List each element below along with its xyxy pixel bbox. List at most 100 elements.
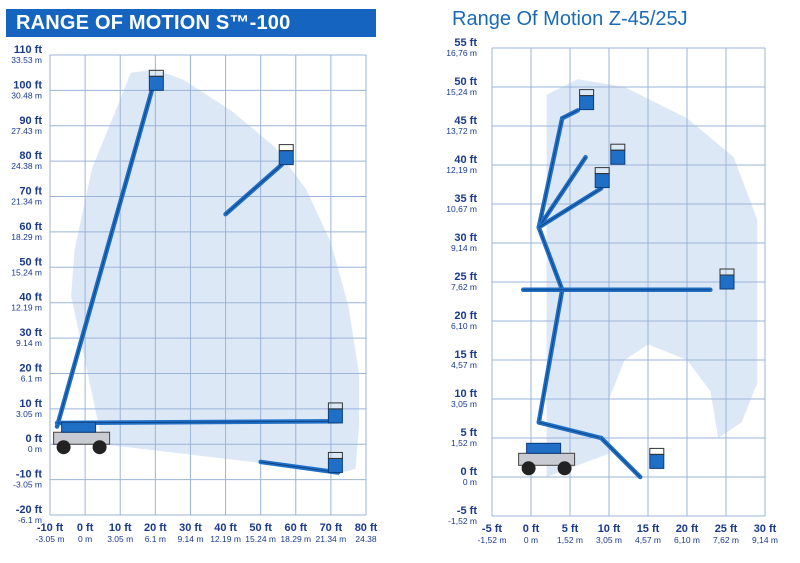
boom-arm-edge xyxy=(538,227,563,290)
platform-basket xyxy=(278,144,294,166)
lift-chassis xyxy=(518,442,576,476)
x-tick-label-m: 21.34 m xyxy=(316,534,347,544)
y-tick-label-m: 9,14 m xyxy=(451,243,477,253)
y-tick-label-m: 15.24 m xyxy=(11,267,42,277)
wheel-icon xyxy=(92,440,107,455)
y-tick-label-m: 21.34 m xyxy=(11,197,42,207)
y-tick-label-m: 13,72 m xyxy=(446,126,477,136)
boom-arm-edge xyxy=(260,461,338,473)
x-tick-label-m: 12.19 m xyxy=(210,534,241,544)
x-tick-label-m: 24.38 xyxy=(355,534,377,544)
y-tick-label-m: -6.1 m xyxy=(18,515,42,525)
x-tick-label-m: 0 m xyxy=(78,534,92,544)
x-tick-label-m: -3.05 m xyxy=(36,534,65,544)
x-tick-label-ft: 25 ft xyxy=(715,523,738,535)
y-tick-label-m: -3.05 m xyxy=(13,480,42,490)
left-title-bar: RANGE OF MOTION S™-100 xyxy=(6,9,376,37)
y-tick-label-ft: 100 ft xyxy=(13,79,42,91)
y-tick-label-ft: 15 ft xyxy=(454,349,477,361)
boom-arm-edge xyxy=(56,90,153,427)
boom-arm-edge xyxy=(538,118,563,228)
boom-arm-edge xyxy=(562,110,578,119)
y-tick-label-m: 3.05 m xyxy=(16,409,42,419)
left-chart-title: RANGE OF MOTION S™-100 xyxy=(16,12,291,34)
y-tick-label-ft: -20 ft xyxy=(16,504,43,516)
y-tick-label-m: 33.53 m xyxy=(11,55,42,65)
reach-envelope xyxy=(71,69,359,473)
y-tick-label-m: 27.43 m xyxy=(11,126,42,136)
y-tick-label-ft: 90 ft xyxy=(19,115,42,127)
y-tick-label-ft: 40 ft xyxy=(454,154,477,166)
y-tick-label-ft: 55 ft xyxy=(454,37,477,49)
y-tick-label-m: 3,05 m xyxy=(451,399,477,409)
x-tick-label-ft: 10 ft xyxy=(598,523,621,535)
x-tick-label-ft: 40 ft xyxy=(214,522,237,534)
y-tick-label-ft: -10 ft xyxy=(16,469,43,481)
x-tick-label-m: 9,14 m xyxy=(752,535,778,545)
y-tick-label-m: 7,62 m xyxy=(451,282,477,292)
x-tick-label-ft: 0 ft xyxy=(77,522,94,534)
x-tick-label-m: 6,10 m xyxy=(674,535,700,545)
platform-basket xyxy=(327,402,343,424)
y-tick-label-m: 6.1 m xyxy=(21,373,42,383)
platform-basket xyxy=(719,268,735,290)
y-tick-label-ft: 45 ft xyxy=(454,115,477,127)
boom-arm-edge xyxy=(57,420,338,424)
x-tick-label-ft: 15 ft xyxy=(637,523,660,535)
y-tick-label-ft: 25 ft xyxy=(454,271,477,283)
x-tick-label-ft: -10 ft xyxy=(37,522,64,534)
y-tick-label-m: 10,67 m xyxy=(446,204,477,214)
y-tick-label-ft: 20 ft xyxy=(454,310,477,322)
x-tick-label-m: 0 m xyxy=(524,535,538,545)
x-tick-label-ft: 30 ft xyxy=(754,523,777,535)
y-tick-label-m: 12,19 m xyxy=(446,165,477,175)
wheel-icon xyxy=(56,440,71,455)
lift-chassis xyxy=(53,421,111,455)
y-tick-label-m: 0 m xyxy=(463,477,477,487)
wheel-icon xyxy=(557,461,572,476)
platform-basket xyxy=(579,89,595,111)
y-tick-label-ft: 50 ft xyxy=(454,76,477,88)
y-tick-label-ft: 10 ft xyxy=(19,398,42,410)
x-tick-label-m: 6.1 m xyxy=(145,534,166,544)
x-tick-label-m: 18.29 m xyxy=(280,534,311,544)
y-tick-label-ft: 40 ft xyxy=(19,292,42,304)
boom-arm-edge xyxy=(600,437,641,478)
x-tick-label-ft: 10 ft xyxy=(109,522,132,534)
x-tick-label-ft: 80 ft xyxy=(355,522,378,534)
y-tick-label-m: 9.14 m xyxy=(16,338,42,348)
y-tick-label-ft: 50 ft xyxy=(19,256,42,268)
x-tick-label-m: 1,52 m xyxy=(557,535,583,545)
boom-arm-edge xyxy=(538,156,586,228)
boom-arm-edge xyxy=(538,422,602,439)
x-tick-label-ft: 0 ft xyxy=(523,523,540,535)
right-chart-title: Range Of Motion Z-45/25J xyxy=(452,8,688,30)
x-tick-label-ft: 20 ft xyxy=(144,522,167,534)
boom-arm-edge xyxy=(225,164,282,215)
x-tick-label-ft: 5 ft xyxy=(562,523,579,535)
y-tick-label-ft: 70 ft xyxy=(19,186,42,198)
y-tick-label-ft: 80 ft xyxy=(19,150,42,162)
y-tick-label-m: 1,52 m xyxy=(451,438,477,448)
x-tick-label-ft: 50 ft xyxy=(249,522,272,534)
boom-arm-edge xyxy=(538,289,563,423)
y-tick-label-m: 12.19 m xyxy=(11,303,42,313)
platform-basket xyxy=(649,447,665,469)
x-tick-label-m: 3,05 m xyxy=(596,535,622,545)
y-tick-label-ft: 0 ft xyxy=(461,466,478,478)
y-tick-label-ft: 110 ft xyxy=(14,44,42,56)
x-tick-label-m: 7,62 m xyxy=(713,535,739,545)
platform-basket xyxy=(327,451,343,473)
y-tick-label-m: 16,76 m xyxy=(446,48,477,58)
platform-basket xyxy=(148,69,164,91)
x-tick-label-ft: 60 ft xyxy=(284,522,307,534)
x-tick-label-ft: 30 ft xyxy=(179,522,202,534)
platform-basket xyxy=(610,143,626,165)
y-tick-label-ft: 30 ft xyxy=(454,232,477,244)
x-tick-label-ft: 20 ft xyxy=(676,523,699,535)
y-tick-label-m: 15,24 m xyxy=(446,87,477,97)
y-tick-label-m: -1,52 m xyxy=(448,516,477,526)
x-tick-label-m: 3.05 m xyxy=(107,534,133,544)
